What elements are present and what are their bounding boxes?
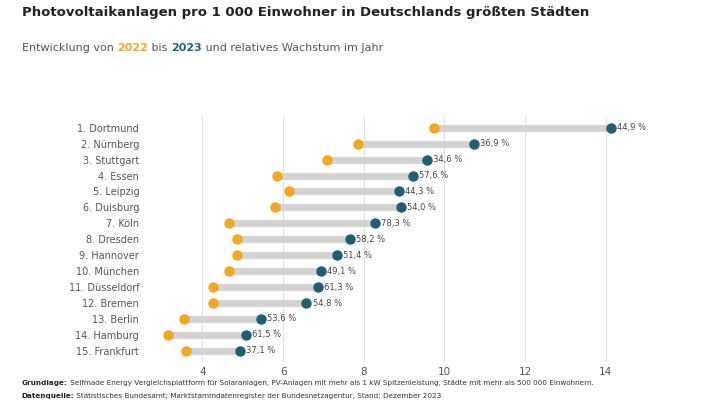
- Text: 78,3 %: 78,3 %: [381, 219, 411, 228]
- Text: 44,3 %: 44,3 %: [405, 187, 434, 196]
- Text: 2023: 2023: [171, 43, 202, 53]
- Text: 54,0 %: 54,0 %: [407, 203, 436, 212]
- Text: 49,1 %: 49,1 %: [327, 267, 355, 276]
- Text: 58,2 %: 58,2 %: [357, 235, 386, 244]
- Text: Datenquelle:: Datenquelle:: [22, 393, 74, 400]
- Text: Photovoltaikanlagen pro 1 000 Einwohner in Deutschlands größten Städten: Photovoltaikanlagen pro 1 000 Einwohner …: [22, 6, 589, 19]
- Text: 61,5 %: 61,5 %: [253, 330, 282, 339]
- Text: Grundlage:: Grundlage:: [22, 380, 68, 386]
- Text: Selfmade Energy Vergleichsplattform für Solaranlagen, PV-Anlagen mit mehr als 1 : Selfmade Energy Vergleichsplattform für …: [68, 380, 593, 386]
- Text: bis: bis: [148, 43, 171, 53]
- Text: 44,9 %: 44,9 %: [617, 123, 646, 132]
- Text: 61,3 %: 61,3 %: [324, 283, 353, 292]
- Text: 53,6 %: 53,6 %: [267, 315, 296, 324]
- Text: und relatives Wachstum im Jahr: und relatives Wachstum im Jahr: [202, 43, 383, 53]
- Text: 54,8 %: 54,8 %: [312, 299, 341, 308]
- Text: 57,6 %: 57,6 %: [419, 171, 448, 180]
- Text: 37,1 %: 37,1 %: [246, 346, 276, 355]
- Text: Statistisches Bundesamt; Marktstammdatenregister der Bundesnetzagentur, Stand: D: Statistisches Bundesamt; Marktstammdaten…: [74, 393, 442, 400]
- Text: 34,6 %: 34,6 %: [432, 155, 462, 164]
- Text: 51,4 %: 51,4 %: [343, 251, 372, 260]
- Text: Entwicklung von: Entwicklung von: [22, 43, 117, 53]
- Text: 36,9 %: 36,9 %: [480, 139, 510, 148]
- Text: 2022: 2022: [117, 43, 148, 53]
